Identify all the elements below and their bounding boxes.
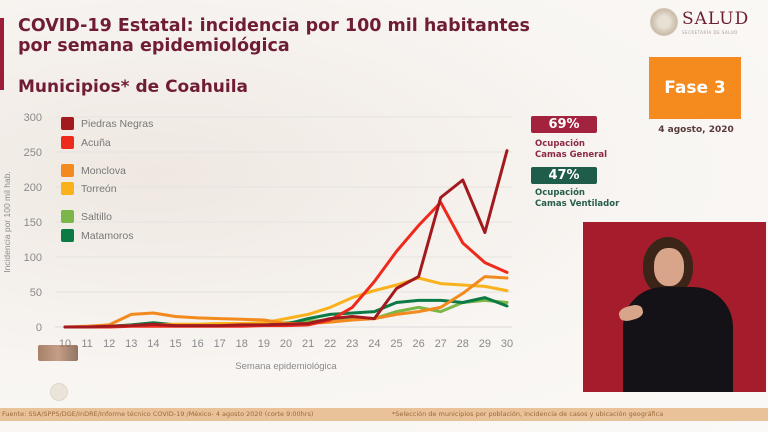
x-tick-label: 24 xyxy=(368,338,380,350)
mexico-seal-icon xyxy=(650,8,678,36)
legend-swatch-piedras-negras xyxy=(61,117,74,130)
decorative-photo-thumbnail xyxy=(38,345,78,361)
y-tick-label: 200 xyxy=(24,182,42,194)
general-beds-occupancy-label: Ocupación Camas General xyxy=(535,139,607,161)
general-beds-occupancy-badge: 69% xyxy=(531,116,597,133)
y-axis-ticks: 0 50 100 150 200 250 300 xyxy=(24,112,42,334)
x-tick-label: 26 xyxy=(412,338,424,350)
x-tick-label: 19 xyxy=(258,338,270,350)
legend-swatch-monclova xyxy=(61,164,74,177)
x-tick-label: 14 xyxy=(147,338,159,350)
x-tick-label: 25 xyxy=(390,338,402,350)
legend-label-torre-n: Torreón xyxy=(81,183,117,195)
y-tick-label: 0 xyxy=(36,322,42,334)
x-tick-label: 15 xyxy=(169,338,181,350)
salud-logo: SALUD SECRETARÍA DE SALUD xyxy=(650,8,749,36)
x-tick-label: 22 xyxy=(324,338,336,350)
x-axis-label: Semana epidemiológica xyxy=(235,361,337,372)
ventilator-label-line1: Ocupación xyxy=(535,188,585,198)
legend-label-acu-a: Acuña xyxy=(81,137,111,149)
footer-bar: Fuente: SSA/SPPS/DGE/InDRE/Informe técni… xyxy=(0,408,768,421)
x-tick-label: 11 xyxy=(81,338,92,350)
legend-label-matamoros: Matamoros xyxy=(81,230,134,242)
ventilator-label-line2: Camas Ventilador xyxy=(535,199,620,209)
general-label-line1: Ocupación xyxy=(535,139,585,149)
y-tick-label: 300 xyxy=(24,112,42,124)
x-tick-label: 13 xyxy=(125,338,137,350)
y-tick-label: 100 xyxy=(24,252,42,264)
x-tick-label: 27 xyxy=(435,338,447,350)
interpreter-face xyxy=(654,248,684,286)
x-tick-label: 29 xyxy=(479,338,491,350)
ventilator-beds-occupancy-badge: 47% xyxy=(531,167,597,184)
y-tick-label: 250 xyxy=(24,147,42,159)
x-tick-label: 23 xyxy=(346,338,358,350)
legend-swatch-matamoros xyxy=(61,229,74,242)
y-axis-label: Incidencia por 100 mil hab. xyxy=(2,171,12,273)
x-tick-label: 17 xyxy=(214,338,226,350)
interpreter-body xyxy=(623,287,733,392)
logo-subtext: SECRETARÍA DE SALUD xyxy=(682,29,738,35)
x-tick-label: 18 xyxy=(236,338,248,350)
ventilator-beds-occupancy-label: Ocupación Camas Ventilador xyxy=(535,188,619,210)
x-tick-label: 30 xyxy=(501,338,513,350)
sign-language-interpreter-video xyxy=(583,222,766,392)
y-tick-label: 150 xyxy=(24,217,42,229)
phase-badge: Fase 3 xyxy=(649,57,741,119)
series-line-piedras-negras xyxy=(63,149,509,329)
x-tick-label: 12 xyxy=(103,338,115,350)
selection-note: *Selección de municipios por población, … xyxy=(392,410,664,418)
title-accent-bar xyxy=(0,18,4,90)
x-tick-label: 20 xyxy=(280,338,292,350)
legend-label-monclova: Monclova xyxy=(81,165,126,177)
logo-text: SALUD xyxy=(682,8,750,29)
report-date: 4 agosto, 2020 xyxy=(658,125,734,135)
page-title: COVID-19 Estatal: incidencia por 100 mil… xyxy=(18,16,530,56)
series-line-torre-n xyxy=(63,276,509,329)
legend-swatch-acu-a xyxy=(61,136,74,149)
watermark-seal-icon xyxy=(50,383,68,401)
source-note: Fuente: SSA/SPPS/DGE/InDRE/Informe técni… xyxy=(2,410,314,418)
page-subtitle: Municipios* de Coahuila xyxy=(18,77,249,97)
legend-swatch-saltillo xyxy=(61,210,74,223)
legend-label-piedras-negras: Piedras Negras xyxy=(81,118,153,130)
x-axis-ticks: 10 11 12 13 14 15 16 17 18 19 20 21 22 23 24 25 26 27 28 29… xyxy=(59,338,513,350)
general-label-line2: Camas General xyxy=(535,150,607,160)
x-tick-label: 16 xyxy=(191,338,203,350)
chart-legend: Piedras Negras Acuña Monclova Torreón Saltil… xyxy=(61,117,153,242)
x-tick-label: 28 xyxy=(457,338,469,350)
legend-label-saltillo: Saltillo xyxy=(81,211,112,223)
logo-text-stack: SALUD SECRETARÍA DE SALUD xyxy=(682,9,749,36)
legend-swatch-torre-n xyxy=(61,182,74,195)
chart-gridlines xyxy=(55,116,512,328)
y-tick-label: 50 xyxy=(30,287,42,299)
x-tick-label: 21 xyxy=(302,338,314,350)
chart-series-lines xyxy=(63,149,509,329)
